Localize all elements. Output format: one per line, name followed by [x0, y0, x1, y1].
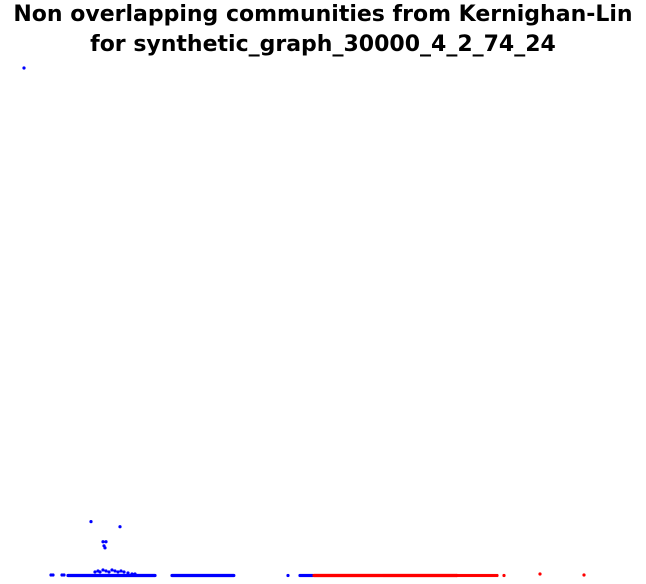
data-point-s0-12	[107, 570, 111, 574]
chart-title-line-1: Non overlapping communities from Kernigh…	[13, 2, 632, 27]
data-point-s0-15	[116, 570, 120, 574]
data-point-s0-4	[104, 540, 108, 544]
data-point-s0-1	[89, 520, 93, 524]
data-point-s0-275	[286, 573, 290, 578]
data-point-s0-13	[110, 568, 114, 572]
data-point-s0-22	[51, 573, 55, 577]
data-point-s0-2	[118, 525, 122, 529]
data-point-s0-7	[93, 570, 97, 574]
data-point-s0-10	[101, 568, 105, 572]
data-point-s0-17	[122, 570, 126, 574]
data-point-s0-3	[101, 540, 105, 544]
data-point-s0-6	[103, 546, 107, 550]
data-point-s0-16	[119, 569, 123, 573]
chart-title-line-2: for synthetic_graph_30000_4_2_74_24	[90, 32, 556, 57]
data-point-s0-9	[98, 570, 102, 574]
data-point-s1-0	[538, 572, 542, 576]
data-point-s1-309	[495, 573, 499, 578]
data-point-s0-14	[113, 569, 117, 573]
data-point-s0-274	[232, 573, 236, 578]
data-point-s0-170	[153, 573, 157, 578]
data-point-s1-1	[582, 573, 586, 577]
data-point-s0-24	[62, 573, 66, 577]
data-point-s1-310	[502, 573, 506, 578]
data-point-s0-18	[126, 571, 130, 575]
data-point-s0-0	[22, 66, 26, 70]
plot-area	[22, 66, 586, 578]
data-point-s0-11	[104, 569, 108, 573]
